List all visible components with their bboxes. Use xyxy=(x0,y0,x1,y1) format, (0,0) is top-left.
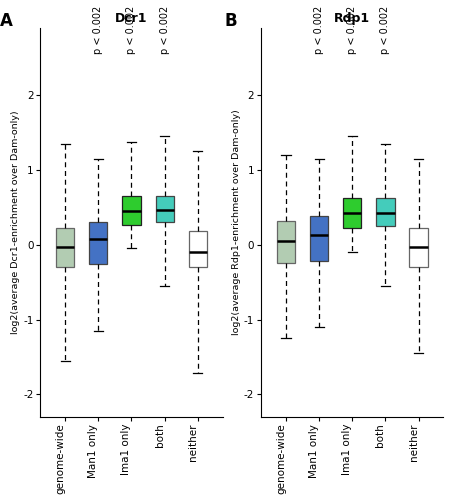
Text: p < 0.002: p < 0.002 xyxy=(314,6,324,54)
PathPatch shape xyxy=(376,198,395,226)
Title: Dcr1: Dcr1 xyxy=(115,12,148,26)
PathPatch shape xyxy=(189,232,207,267)
Text: B: B xyxy=(225,12,238,30)
Y-axis label: log2(average Dcr1-enrichment over Dam-only): log2(average Dcr1-enrichment over Dam-on… xyxy=(11,110,20,334)
Text: p < 0.002: p < 0.002 xyxy=(380,6,391,54)
Text: p < 0.002: p < 0.002 xyxy=(93,6,103,54)
PathPatch shape xyxy=(409,228,428,267)
PathPatch shape xyxy=(56,228,75,267)
Text: p < 0.002: p < 0.002 xyxy=(159,6,170,54)
Text: p < 0.002: p < 0.002 xyxy=(127,6,136,54)
PathPatch shape xyxy=(123,196,141,224)
Text: A: A xyxy=(0,12,13,30)
PathPatch shape xyxy=(89,222,107,264)
PathPatch shape xyxy=(310,216,328,261)
Y-axis label: log2(average Rdp1-enrichment over Dam-only): log2(average Rdp1-enrichment over Dam-on… xyxy=(232,110,241,335)
Title: Rdp1: Rdp1 xyxy=(334,12,370,26)
PathPatch shape xyxy=(155,196,174,222)
Text: p < 0.002: p < 0.002 xyxy=(348,6,357,54)
PathPatch shape xyxy=(343,198,361,228)
PathPatch shape xyxy=(277,221,295,264)
